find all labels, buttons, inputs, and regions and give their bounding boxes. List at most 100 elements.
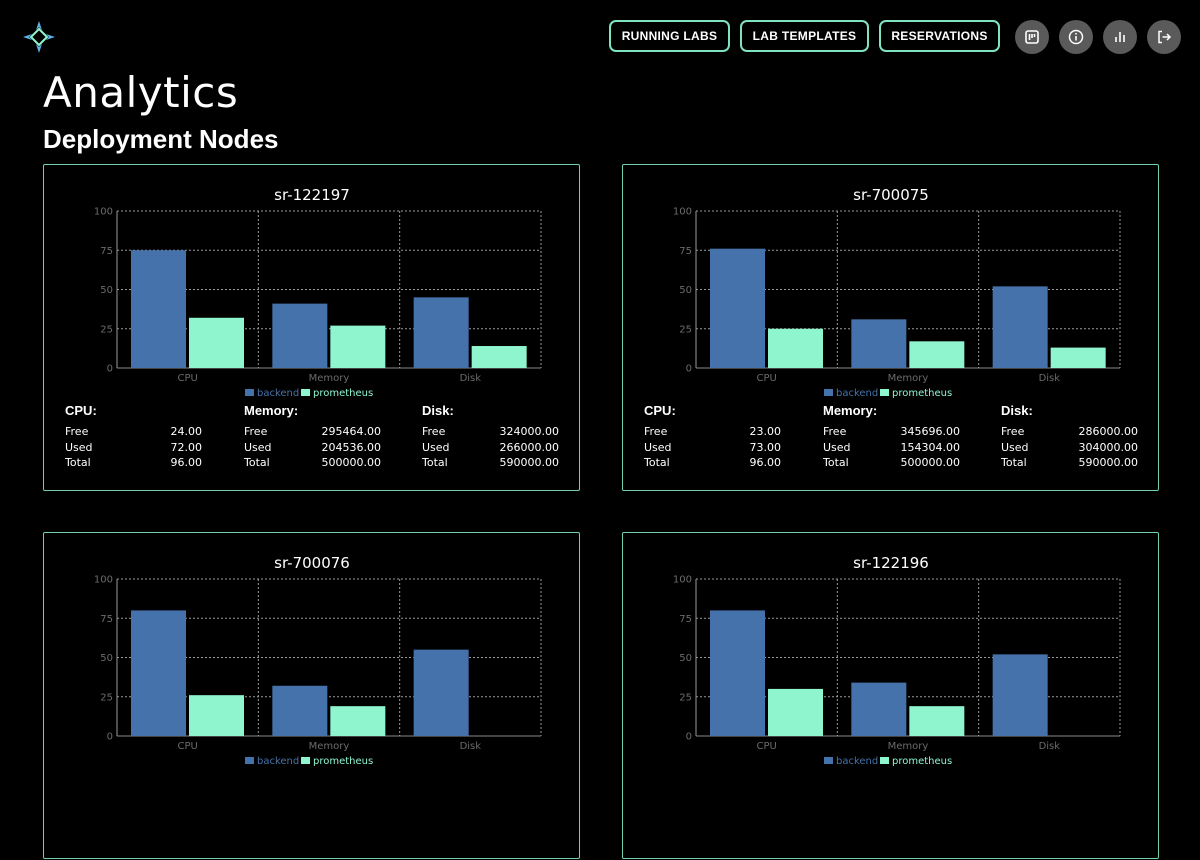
- legend-label[interactable]: prometheus: [892, 756, 952, 767]
- bar-chart: sr-700075 0 25 50 75 100 CPU Memory Disk backend p…: [673, 186, 1121, 399]
- stat-label: Total: [823, 456, 849, 469]
- legend-label[interactable]: backend: [836, 388, 878, 399]
- chart-title: sr-122196: [853, 554, 929, 572]
- stat-label: Free: [244, 425, 268, 438]
- bar-chart-icon[interactable]: [1103, 20, 1137, 54]
- legend-label[interactable]: prometheus: [892, 388, 952, 399]
- stat-heading-cpu: CPU:: [644, 403, 676, 418]
- bar-chart: sr-122197 0 25 50 75 100 CPU Memory Disk backend p…: [94, 186, 542, 399]
- stat-value: 345696.00: [900, 425, 961, 438]
- stat-row-total: Total 96.00: [65, 456, 202, 471]
- y-tick-label: 50: [679, 285, 692, 296]
- bar-backend: [413, 649, 469, 736]
- legend-label[interactable]: prometheus: [313, 388, 373, 399]
- bar-chart: sr-700076 0 25 50 75 100 CPU Memory Disk backend p…: [94, 554, 542, 767]
- stat-label: Free: [823, 425, 847, 438]
- stat-row-free: Free 23.00: [644, 425, 781, 440]
- stat-row-used: Used 154304.00: [823, 441, 960, 456]
- info-icon[interactable]: [1059, 20, 1093, 54]
- stat-label: Used: [244, 440, 272, 454]
- stat-label: Used: [422, 440, 450, 454]
- bar-prometheus: [1050, 347, 1106, 368]
- y-tick-label: 100: [94, 575, 113, 586]
- stat-heading-memory: Memory:: [823, 403, 878, 418]
- x-tick-label: CPU: [177, 373, 197, 384]
- lab-templates-button[interactable]: LAB TEMPLATES: [740, 20, 869, 52]
- bar-backend: [131, 250, 186, 368]
- legend-label[interactable]: backend: [257, 388, 299, 399]
- stat-value: 23.00: [749, 425, 782, 438]
- stat-heading-cpu: CPU:: [65, 403, 97, 418]
- stat-value: 72.00: [170, 440, 203, 454]
- bar-backend: [992, 286, 1048, 368]
- stat-label: Used: [1001, 440, 1029, 454]
- stat-row-free: Free 345696.00: [823, 425, 960, 440]
- bar-backend: [710, 610, 765, 736]
- x-tick-label: Disk: [460, 741, 482, 752]
- reservations-button[interactable]: RESERVATIONS: [879, 20, 1000, 52]
- stat-label: Free: [422, 425, 446, 438]
- bar-backend: [851, 682, 907, 736]
- legend-swatch: [245, 757, 254, 764]
- y-tick-label: 75: [100, 614, 113, 625]
- stat-row-total: Total 500000.00: [823, 456, 960, 471]
- running-labs-button[interactable]: RUNNING LABS: [609, 20, 730, 52]
- y-tick-label: 0: [686, 364, 692, 375]
- diamond-logo-icon[interactable]: [22, 20, 56, 54]
- stat-row-free: Free 324000.00: [422, 425, 559, 440]
- y-tick-label: 25: [679, 324, 692, 335]
- y-tick-label: 25: [679, 692, 692, 703]
- stat-row-total: Total 500000.00: [244, 456, 381, 471]
- stat-label: Free: [65, 425, 89, 438]
- y-tick-label: 75: [679, 614, 692, 625]
- board-icon[interactable]: [1015, 20, 1049, 54]
- stat-value: 590000.00: [499, 456, 560, 469]
- legend-label[interactable]: backend: [836, 756, 878, 767]
- x-tick-label: CPU: [756, 741, 776, 752]
- bar-backend: [710, 248, 765, 368]
- y-tick-label: 0: [686, 732, 692, 743]
- y-tick-label: 50: [679, 653, 692, 664]
- stat-row-used: Used 73.00: [644, 441, 781, 456]
- x-tick-label: Disk: [460, 373, 482, 384]
- x-tick-label: Memory: [888, 373, 929, 384]
- legend-swatch: [824, 389, 833, 396]
- y-tick-label: 50: [100, 653, 113, 664]
- legend-label[interactable]: prometheus: [313, 756, 373, 767]
- stat-label: Total: [244, 456, 270, 469]
- stat-value: 204536.00: [321, 440, 382, 454]
- stat-row-total: Total 96.00: [644, 456, 781, 471]
- legend-swatch: [245, 389, 254, 396]
- bar-backend: [992, 654, 1048, 736]
- y-tick-label: 50: [100, 285, 113, 296]
- logout-icon[interactable]: [1147, 20, 1181, 54]
- stat-value: 73.00: [749, 440, 782, 454]
- stat-label: Total: [644, 456, 670, 469]
- stat-row-free: Free 295464.00: [244, 425, 381, 440]
- stat-value: 266000.00: [499, 440, 560, 454]
- x-tick-label: Disk: [1039, 373, 1061, 384]
- bar-prometheus: [330, 325, 386, 368]
- stat-label: Total: [1001, 456, 1027, 469]
- stat-label: Used: [65, 440, 93, 454]
- stat-row-used: Used 204536.00: [244, 441, 381, 456]
- bar-backend: [272, 303, 328, 368]
- chart-title: sr-122197: [274, 186, 350, 204]
- legend-swatch: [880, 389, 889, 396]
- stat-label: Free: [644, 425, 668, 438]
- chart-title: sr-700075: [853, 186, 929, 204]
- bar-prometheus: [189, 317, 244, 368]
- stat-value: 590000.00: [1078, 456, 1139, 469]
- node-card: sr-700076 0 25 50 75 100 CPU Memory Disk backend p…: [43, 532, 580, 859]
- legend-label[interactable]: backend: [257, 756, 299, 767]
- stat-value: 154304.00: [900, 440, 961, 454]
- y-tick-label: 100: [94, 207, 113, 218]
- stat-value: 286000.00: [1078, 425, 1139, 438]
- bar-backend: [851, 319, 907, 368]
- section-title: Deployment Nodes: [43, 124, 279, 154]
- chart-title: sr-700076: [274, 554, 350, 572]
- bar-backend: [131, 610, 186, 736]
- stat-value: 24.00: [170, 425, 203, 438]
- stat-value: 324000.00: [499, 425, 560, 438]
- node-stats: CPU: Free 24.00 Used 72.00 Total 96.00 Memory: F…: [44, 401, 581, 491]
